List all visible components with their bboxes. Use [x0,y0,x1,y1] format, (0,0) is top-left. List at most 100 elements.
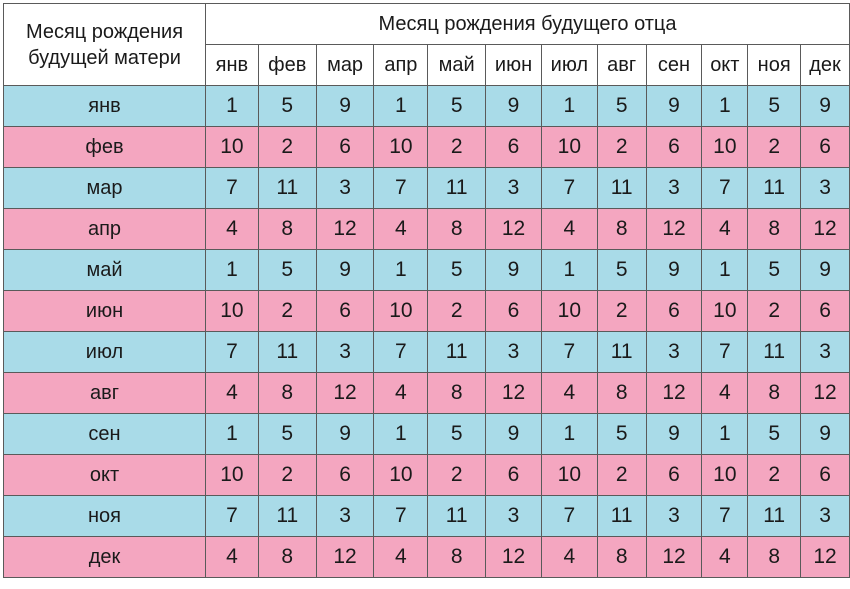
table-cell: 7 [374,168,429,209]
table-cell: 2 [597,127,647,168]
table-cell: 4 [702,209,749,250]
table-cell: 8 [428,537,487,578]
table-cell: 11 [748,168,802,209]
table-cell: 7 [206,332,259,373]
table-cell: 11 [748,496,802,537]
table-cell: 6 [646,291,703,332]
table-cell: 5 [258,250,317,291]
table-row: ноя 7 11 3 7 11 3 7 11 3 7 11 3 [4,496,850,537]
table-cell: 11 [597,496,647,537]
table-cell: 6 [486,455,542,496]
table-cell: 3 [316,168,375,209]
table-cell: 12 [646,537,703,578]
father-month-8: сен [646,45,703,86]
father-month-0: янв [206,45,259,86]
table-cell: 1 [702,414,749,455]
table-cell: 4 [374,209,429,250]
table-cell: 7 [702,332,749,373]
table-cell: 9 [316,414,375,455]
table-cell: 4 [702,373,749,414]
table-cell: 10 [541,127,598,168]
table-cell: 12 [801,209,850,250]
table-cell: 5 [748,86,802,127]
father-month-header: Месяц рождения будущего отца [206,4,850,45]
table-cell: 3 [801,332,850,373]
table-cell: 5 [597,250,647,291]
table-cell: 12 [316,537,375,578]
table-cell: 9 [801,414,850,455]
table-cell: 9 [646,250,703,291]
table-cell: 11 [428,168,487,209]
table-cell: 2 [597,291,647,332]
table-cell: 2 [428,455,487,496]
mother-month-label: ноя [4,496,207,537]
table-cell: 10 [702,127,749,168]
father-month-3: апр [374,45,429,86]
table-cell: 6 [801,455,850,496]
table-row: янв 1 5 9 1 5 9 1 5 9 1 5 9 [4,86,850,127]
table-cell: 5 [428,414,487,455]
table-cell: 8 [258,209,317,250]
father-month-9: окт [702,45,749,86]
table-cell: 2 [597,455,647,496]
table-cell: 9 [646,86,703,127]
table-cell: 10 [374,127,429,168]
table-cell: 9 [486,86,542,127]
table-cell: 3 [646,332,703,373]
table-cell: 10 [206,291,259,332]
table-cell: 8 [258,537,317,578]
table-cell: 7 [206,168,259,209]
table-row: фев 10 2 6 10 2 6 10 2 6 10 2 6 [4,127,850,168]
table-cell: 12 [646,209,703,250]
table-cell: 5 [258,86,317,127]
table-cell: 4 [541,209,598,250]
table-cell: 8 [428,373,487,414]
mother-month-label: авг [4,373,207,414]
table-cell: 12 [801,373,850,414]
table-cell: 10 [702,291,749,332]
father-month-1: фев [258,45,317,86]
table-cell: 4 [374,537,429,578]
table-row: сен 1 5 9 1 5 9 1 5 9 1 5 9 [4,414,850,455]
table-cell: 3 [646,168,703,209]
table-cell: 7 [206,496,259,537]
table-cell: 4 [374,373,429,414]
table-cell: 1 [206,414,259,455]
table-cell: 8 [748,373,802,414]
father-month-4: май [428,45,487,86]
table-cell: 10 [206,455,259,496]
table-cell: 4 [702,537,749,578]
father-month-row: янв фев мар апр май июн июл авг сен окт ноя дек [4,45,850,86]
table-cell: 11 [748,332,802,373]
table-cell: 12 [486,537,542,578]
table-cell: 2 [428,291,487,332]
table-cell: 9 [801,86,850,127]
mother-month-header: Месяц рождения будущей матери [4,4,207,86]
table-cell: 6 [316,127,375,168]
table-cell: 1 [206,86,259,127]
mother-month-label: мар [4,168,207,209]
table-cell: 6 [486,291,542,332]
father-month-2: мар [316,45,375,86]
table-cell: 11 [597,332,647,373]
table-cell: 7 [374,332,429,373]
mother-header-line1: Месяц рождения [25,20,184,43]
table-cell: 2 [258,291,317,332]
table-cell: 2 [428,127,487,168]
table-cell: 1 [541,250,598,291]
mother-month-label: май [4,250,207,291]
conception-month-table: Месяц рождения будущей матери Месяц рожд… [3,3,850,578]
table-cell: 5 [597,86,647,127]
father-month-11: дек [801,45,850,86]
table-cell: 4 [206,209,259,250]
table-cell: 5 [597,414,647,455]
table-cell: 12 [316,373,375,414]
table-cell: 3 [486,332,542,373]
table-row: апр 4 8 12 4 8 12 4 8 12 4 8 12 [4,209,850,250]
table-cell: 9 [646,414,703,455]
table-cell: 5 [258,414,317,455]
table-cell: 4 [541,537,598,578]
table-cell: 9 [316,250,375,291]
mother-month-label: апр [4,209,207,250]
father-month-10: ноя [748,45,802,86]
